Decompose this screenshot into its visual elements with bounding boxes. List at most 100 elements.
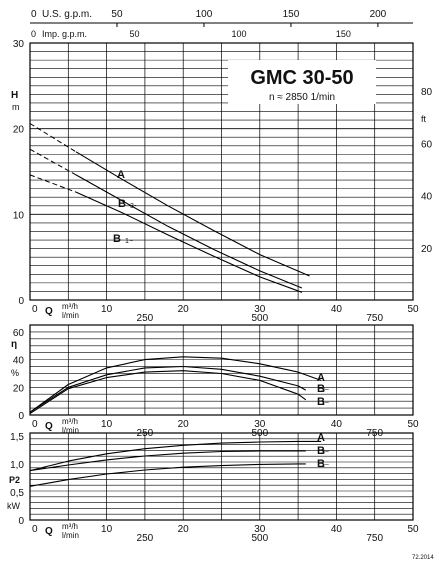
- series-sub-power: 1~: [321, 462, 329, 469]
- speed-label: n ≈ 2850 1/min: [269, 92, 335, 103]
- curve-efficiency-A: [29, 356, 322, 413]
- usgpm-tick-label: 50: [111, 9, 123, 20]
- power-axis-unit: kW: [7, 501, 21, 511]
- flow-letter: Q: [45, 526, 53, 537]
- ft-tick-label: 20: [421, 244, 433, 255]
- grid-panel-head: [29, 42, 414, 301]
- ft-tick-label: 60: [421, 139, 433, 150]
- curve-power-B-1: [29, 463, 306, 487]
- x-tick-label-lmin: 750: [366, 313, 383, 324]
- series-label-power: A: [317, 432, 325, 444]
- curve-head-B-1: [75, 191, 303, 293]
- series-label-power: B: [317, 458, 325, 470]
- head-series-label: B: [113, 233, 121, 245]
- plot-frame: [29, 42, 414, 301]
- x-tick-label: 10: [101, 524, 113, 535]
- y-tick-label: 0,5: [10, 488, 24, 499]
- footer-code: 72.2014: [412, 555, 434, 561]
- y-tick-label: 1,5: [10, 432, 24, 443]
- x-tick-label: 0: [32, 304, 38, 315]
- x-tick-label-lmin: 500: [251, 533, 268, 544]
- curve-power-B-3: [29, 450, 306, 472]
- series-label-power: B: [317, 445, 325, 457]
- head-axis-unit: m: [12, 102, 20, 112]
- y-tick-label: 20: [13, 383, 25, 394]
- series-label-efficiency: B: [317, 396, 325, 408]
- power-axis-letter: P2: [9, 475, 20, 485]
- flow-letter: Q: [45, 421, 53, 432]
- plot-frame: [29, 432, 414, 521]
- y-tick-label: 0: [18, 516, 24, 527]
- flow-letter: Q: [45, 306, 53, 317]
- model-title: GMC 30-50: [250, 67, 353, 89]
- x-unit-lmin: l/min: [62, 311, 79, 320]
- x-tick-label: 50: [407, 524, 419, 535]
- curve-head-dashed: [29, 174, 77, 193]
- curve-power-A: [29, 440, 322, 472]
- x-tick-label-lmin: 750: [366, 533, 383, 544]
- curve-head-B-3: [75, 174, 303, 289]
- top-axis-2-zero: 0: [31, 29, 36, 39]
- series-sub-efficiency: 1~: [321, 400, 329, 407]
- y-tick-label: 40: [13, 356, 25, 367]
- x-tick-label: 10: [101, 419, 113, 430]
- usgpm-tick-label: 200: [370, 9, 387, 20]
- curve-head-dashed: [29, 148, 77, 176]
- x-tick-label: 30: [254, 419, 266, 430]
- x-tick-label: 0: [32, 524, 38, 535]
- curve-head-A: [75, 151, 310, 277]
- head-series-label: A: [117, 169, 125, 181]
- y-tick-label: 10: [13, 210, 25, 221]
- x-unit-m3h: m³/h: [62, 302, 78, 311]
- eff-axis-unit: %: [11, 368, 19, 378]
- top-axis-1-zero: 0: [31, 9, 37, 20]
- ft-tick-label: 80: [421, 87, 433, 98]
- usgpm-tick-label: 100: [196, 9, 213, 20]
- x-unit-m3h: m³/h: [62, 417, 78, 426]
- x-tick-label-lmin: 250: [137, 533, 154, 544]
- y-tick-label: 1,0: [10, 460, 24, 471]
- head-series-sub: 3~: [130, 203, 138, 210]
- y-tick-label: 0: [18, 411, 24, 422]
- grid-panel-efficiency: [29, 324, 414, 416]
- curve-head-dashed: [29, 123, 77, 153]
- head-axis-letter: H: [11, 90, 18, 101]
- head-axis-ft: ft: [421, 114, 427, 124]
- x-tick-label: 30: [254, 524, 266, 535]
- x-unit-lmin: l/min: [62, 426, 79, 435]
- series-label-efficiency: B: [317, 383, 325, 395]
- y-tick-label: 20: [13, 125, 25, 136]
- ft-tick-label: 40: [421, 192, 433, 203]
- x-unit-m3h: m³/h: [62, 522, 78, 531]
- y-tick-label: 30: [13, 39, 25, 50]
- x-tick-label: 30: [254, 304, 266, 315]
- x-tick-label: 50: [407, 419, 419, 430]
- impgpm-tick-label: 100: [231, 29, 246, 39]
- curve-efficiency-B-1: [29, 370, 307, 415]
- y-tick-label: 60: [13, 328, 25, 339]
- top-axis-2-label: Imp. g.p.m.: [42, 29, 87, 39]
- usgpm-tick-label: 150: [283, 9, 300, 20]
- x-tick-label: 20: [178, 524, 190, 535]
- impgpm-tick-label: 150: [336, 29, 351, 39]
- x-tick-label: 20: [178, 419, 190, 430]
- x-tick-label-lmin: 500: [251, 313, 268, 324]
- head-series-label: B: [118, 198, 126, 210]
- impgpm-tick-label: 50: [129, 29, 139, 39]
- series-label-efficiency: A: [317, 372, 325, 384]
- plot-frame: [29, 324, 414, 416]
- model-box: [228, 60, 376, 104]
- series-sub-efficiency: 3~: [321, 387, 329, 394]
- x-tick-label: 40: [331, 304, 343, 315]
- x-tick-label: 50: [407, 304, 419, 315]
- eff-axis-letter: η: [11, 339, 17, 350]
- x-tick-label: 10: [101, 304, 113, 315]
- x-tick-label: 0: [32, 419, 38, 430]
- x-tick-label: 40: [331, 524, 343, 535]
- x-tick-label-lmin: 250: [137, 313, 154, 324]
- x-tick-label: 20: [178, 304, 190, 315]
- grid-panel-power: [29, 432, 414, 521]
- x-unit-lmin: l/min: [62, 531, 79, 540]
